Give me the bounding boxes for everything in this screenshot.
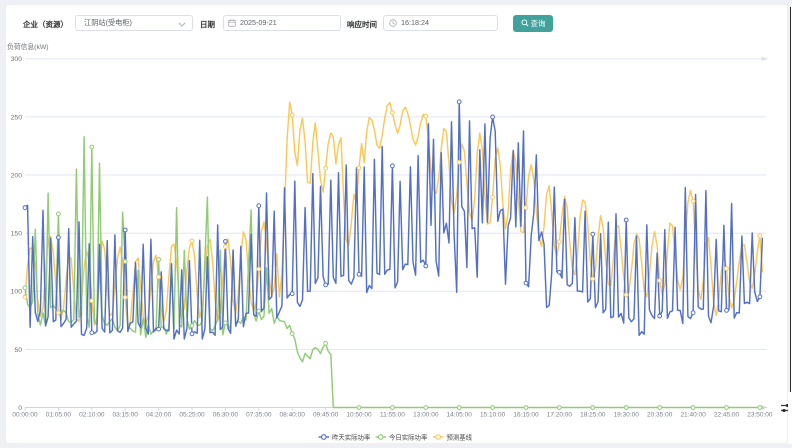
svg-text:04:20:00: 04:20:00 — [146, 412, 172, 419]
svg-text:23:50:00: 23:50:00 — [747, 412, 773, 419]
svg-text:150: 150 — [11, 231, 23, 238]
svg-text:07:35:00: 07:35:00 — [246, 412, 272, 419]
svg-text:昨天实际功率: 昨天实际功率 — [332, 432, 371, 441]
svg-text:02:10:00: 02:10:00 — [79, 412, 105, 419]
svg-text:16:15:00: 16:15:00 — [513, 412, 539, 419]
svg-text:10:50:00: 10:50:00 — [346, 412, 372, 419]
svg-text:负荷信息(kW): 负荷信息(kW) — [7, 42, 49, 51]
svg-text:20:35:00: 20:35:00 — [647, 412, 673, 419]
svg-text:06:30:00: 06:30:00 — [213, 412, 239, 419]
svg-text:01:05:00: 01:05:00 — [46, 412, 72, 419]
svg-text:100: 100 — [11, 289, 23, 296]
svg-text:预测基线: 预测基线 — [447, 432, 473, 441]
svg-text:13:00:00: 13:00:00 — [413, 412, 439, 419]
svg-text:11:55:00: 11:55:00 — [380, 412, 405, 419]
svg-text:03:15:00: 03:15:00 — [113, 412, 139, 419]
svg-text:250: 250 — [11, 114, 23, 121]
svg-text:14:05:00: 14:05:00 — [447, 412, 473, 419]
svg-text:300: 300 — [11, 56, 23, 63]
svg-text:200: 200 — [11, 172, 23, 179]
svg-text:今日实际功率: 今日实际功率 — [389, 432, 428, 441]
svg-text:17:20:00: 17:20:00 — [547, 412, 573, 419]
svg-text:00:00:00: 00:00:00 — [12, 412, 38, 419]
svg-text:09:45:00: 09:45:00 — [313, 412, 339, 419]
svg-text:05:25:00: 05:25:00 — [179, 412, 205, 419]
svg-text:50: 50 — [14, 347, 22, 354]
svg-text:08:40:00: 08:40:00 — [280, 412, 306, 419]
svg-text:18:25:00: 18:25:00 — [580, 412, 606, 419]
svg-text:19:30:00: 19:30:00 — [614, 412, 640, 419]
svg-text:0: 0 — [18, 405, 22, 412]
svg-text:21:40:00: 21:40:00 — [680, 412, 706, 419]
svg-text:15:10:00: 15:10:00 — [480, 412, 506, 419]
svg-text:22:45:00: 22:45:00 — [714, 412, 740, 419]
